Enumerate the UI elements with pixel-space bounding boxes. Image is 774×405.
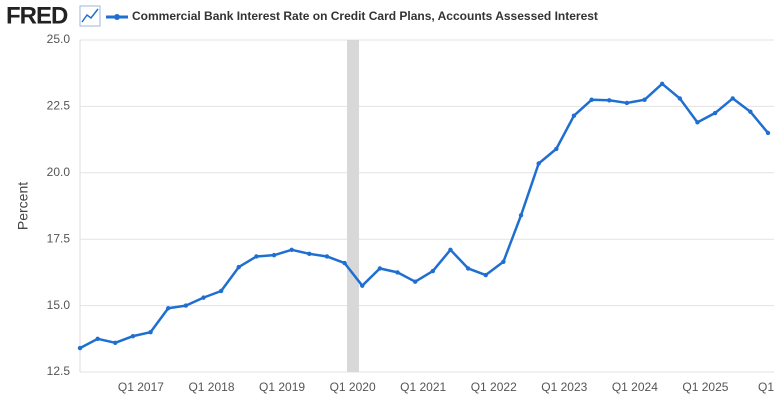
data-point — [360, 283, 365, 288]
data-point — [624, 100, 630, 106]
data-point — [289, 247, 294, 253]
data-point — [571, 113, 577, 118]
data-point — [113, 340, 118, 345]
legend-label: Commercial Bank Interest Rate on Credit … — [132, 9, 598, 23]
x-tick-label: Q1 2023 — [541, 380, 587, 394]
x-tick-label: Q1 2017 — [118, 380, 164, 394]
x-tick-label: Q1 2022 — [471, 380, 517, 394]
data-point — [254, 254, 259, 259]
recession-shading — [347, 40, 359, 372]
data-point — [342, 260, 347, 266]
legend: Commercial Bank Interest Rate on Credit … — [106, 9, 598, 23]
x-tick-label: Q1 2025 — [682, 380, 728, 394]
data-point — [642, 97, 647, 102]
data-point — [607, 98, 612, 103]
y-tick-label: 17.5 — [47, 231, 71, 245]
legend-dot — [114, 14, 120, 20]
data-point — [501, 259, 506, 264]
data-point — [483, 272, 488, 278]
data-point — [659, 81, 665, 87]
x-tick-label: Q1 2024 — [612, 380, 658, 394]
series-line — [79, 82, 769, 350]
data-point — [218, 288, 224, 294]
data-point — [554, 146, 559, 152]
x-tick-label: Q1 2018 — [188, 380, 234, 394]
y-tick-label: 20.0 — [47, 165, 71, 179]
data-point — [712, 110, 718, 116]
x-tick-label: Q1 2021 — [400, 380, 446, 394]
y-tick-label: 12.5 — [47, 364, 71, 378]
data-point — [236, 264, 241, 270]
data-point — [324, 254, 330, 259]
data-point — [518, 213, 524, 218]
data-point — [448, 247, 453, 253]
data-point — [271, 252, 277, 258]
data-point — [307, 251, 312, 257]
x-tick-label: Q1 2020 — [330, 380, 376, 394]
data-point — [589, 97, 594, 102]
y-tick-label: 25.0 — [47, 32, 71, 46]
data-point — [765, 130, 771, 136]
x-tick-label: Q1 20 — [758, 380, 774, 394]
data-point — [377, 266, 383, 271]
brand-icon — [79, 5, 101, 27]
data-point — [77, 345, 83, 351]
data-point — [536, 161, 541, 166]
data-point — [95, 336, 100, 341]
data-point — [430, 268, 436, 274]
data-point — [748, 109, 753, 114]
data-point — [677, 96, 682, 101]
data-point — [130, 333, 136, 339]
data-point — [166, 306, 171, 311]
y-tick-label: 22.5 — [47, 99, 71, 113]
data-point — [148, 329, 153, 335]
y-axis-label: Percent — [15, 182, 31, 230]
data-point — [395, 270, 400, 275]
data-point — [183, 303, 189, 308]
brand-logo[interactable]: FRED — [6, 2, 69, 29]
x-tick-label: Q1 2019 — [259, 380, 305, 394]
data-point — [412, 279, 418, 284]
data-point — [730, 96, 735, 101]
data-point — [695, 120, 700, 125]
data-point — [201, 295, 206, 300]
y-tick-label: 15.0 — [47, 298, 71, 312]
data-point — [465, 266, 471, 271]
